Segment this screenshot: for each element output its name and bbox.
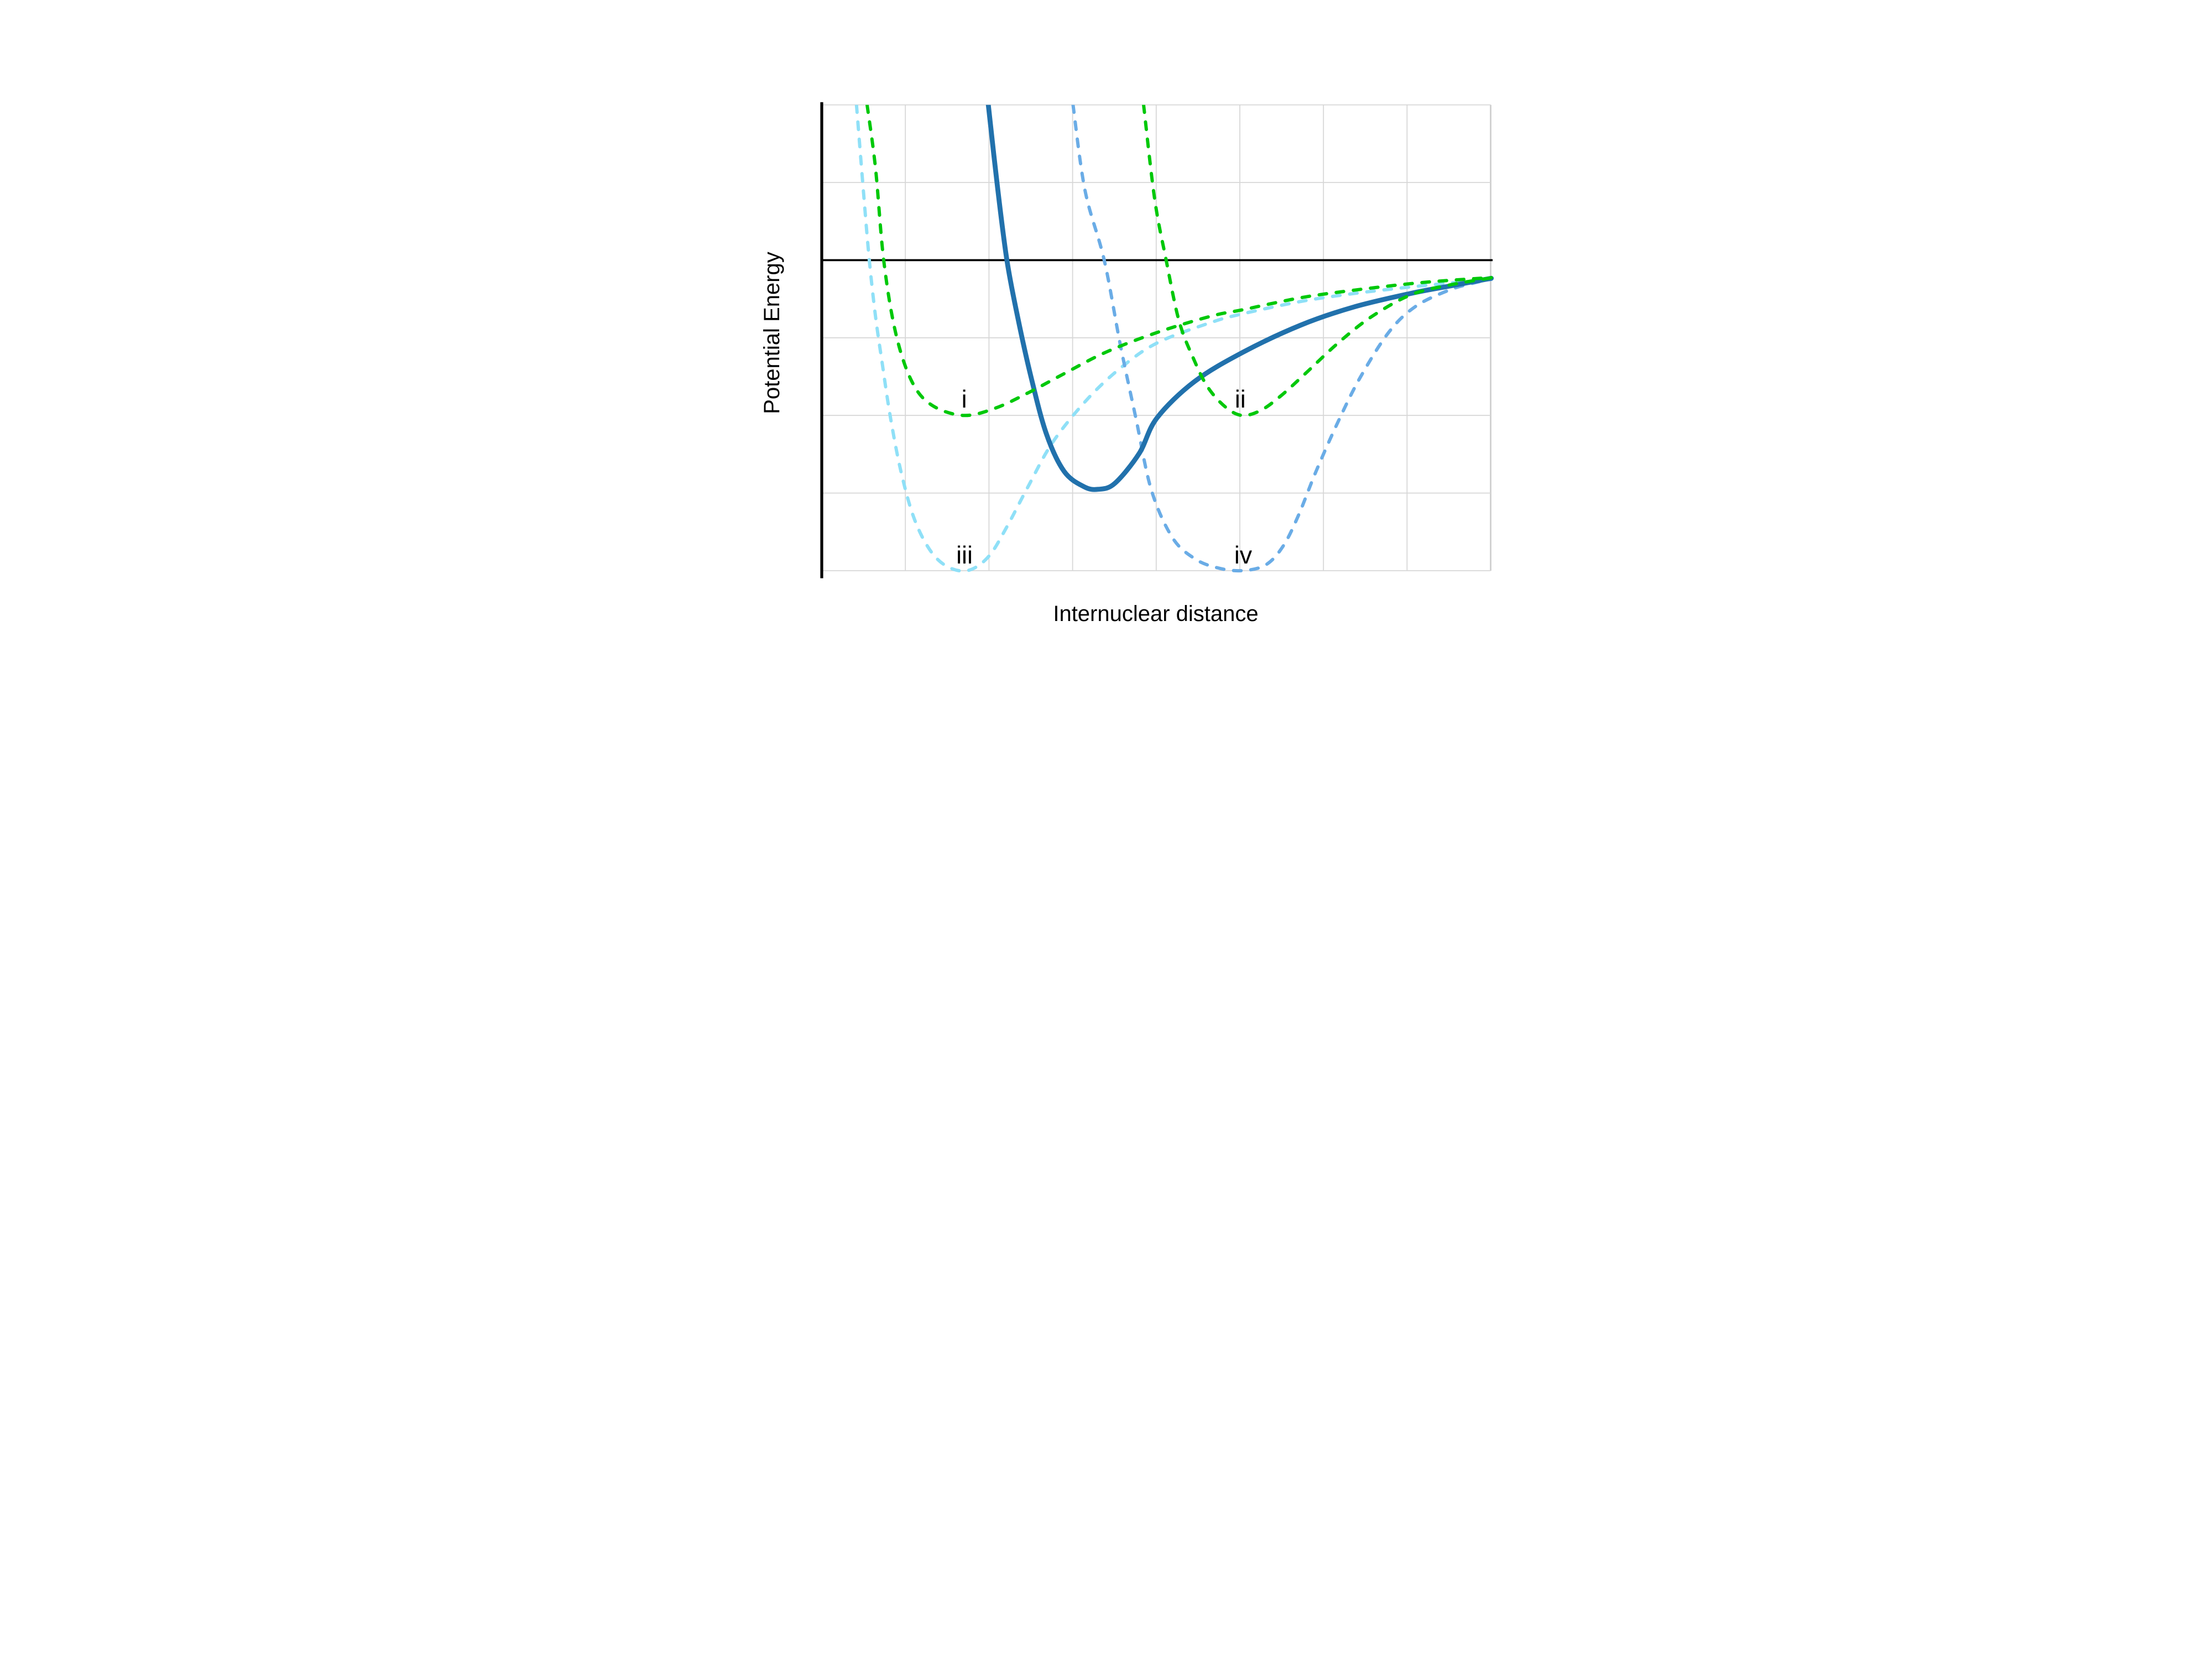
curve-i [865,105,1493,418]
curve-label-ii: ii [1235,385,1246,413]
curve-label-iii: iii [956,541,973,569]
curve-solid [985,105,1494,492]
potential-energy-chart: i ii iii iv Potential Energy Internuclea… [664,0,1548,664]
curves [854,105,1494,573]
curve-ii [1142,105,1493,418]
x-axis-label: Internuclear distance [1053,602,1258,626]
curve-label-iv: iv [1234,541,1253,569]
y-axis-label: Potential Energy [760,252,784,414]
figure: i ii iii iv Potential Energy Internuclea… [664,0,1548,664]
curve-iii [854,105,1493,573]
curve-label-i: i [962,385,967,413]
